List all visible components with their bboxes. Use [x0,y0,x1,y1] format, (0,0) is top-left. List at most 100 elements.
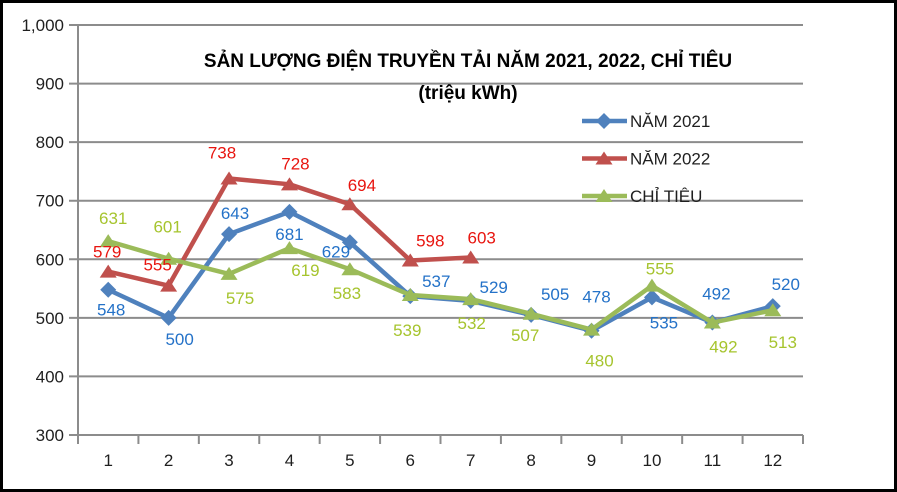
x-axis-category-label: 5 [345,451,354,470]
data-label: 535 [650,313,678,332]
data-label: 532 [458,314,486,333]
triangle-marker-icon [160,278,178,292]
triangle-marker-icon [643,278,661,292]
triangle-marker-icon [401,253,419,267]
data-label: 579 [93,243,121,262]
data-label: 643 [221,204,249,223]
triangle-marker-icon [280,241,298,255]
y-axis-tick-label: 400 [36,367,64,386]
diamond-marker-icon [160,309,177,326]
triangle-marker-icon [341,197,359,211]
data-label: 500 [165,330,193,349]
legend-item-nam-2022: NĂM 2022 [582,150,710,169]
triangle-marker-icon [583,322,601,336]
x-axis-category-label: 12 [763,451,782,470]
triangle-marker-icon [280,177,298,191]
data-label: 555 [143,256,171,275]
triangle-marker-icon [99,264,117,278]
data-label: 631 [99,209,127,228]
x-axis-category-label: 9 [587,451,596,470]
legend-diamond-icon [596,113,612,129]
data-label: 603 [468,229,496,248]
triangle-marker-icon [341,262,359,276]
x-axis-category-label: 4 [285,451,294,470]
data-label: 478 [582,288,610,307]
triangle-marker-icon [703,315,721,329]
legend-triangle-icon [595,189,613,202]
data-label: 505 [541,285,569,304]
y-axis-tick-label: 700 [36,192,64,211]
x-axis-category-label: 10 [642,451,661,470]
y-axis-tick-label: 1,000 [21,16,64,35]
data-label: 537 [422,272,450,291]
chart-subtitle: (triệu kWh) [418,83,517,104]
data-label: 694 [348,176,376,195]
data-label: 738 [208,143,236,162]
data-label: 492 [709,338,737,357]
chart-title: SẢN LƯỢNG ĐIỆN TRUYỀN TẢI NĂM 2021, 2022… [204,50,732,72]
diamond-marker-icon [341,234,358,251]
series-labels-nam-2021: 548 500 643 681 629 537 529 505 478 535 492 520 [97,204,800,349]
legend-triangle-icon [595,151,613,165]
x-axis-category-label: 11 [704,451,722,470]
data-label: 601 [153,218,181,237]
series-labels-nam-2022: 579 555 738 728 694 598 603 [93,143,496,274]
triangle-marker-icon [522,306,540,320]
data-label: 513 [769,333,797,352]
data-label: 555 [646,260,674,279]
legend-item-nam-2021: NĂM 2021 [582,112,710,131]
legend-item-chi-tieu: CHỈ TIÊU [582,187,702,206]
y-axis-tick-label: 800 [36,133,64,152]
x-axis-category-label: 1 [103,451,112,470]
series-labels-chi-tieu: 631 601 575 619 583 539 532 507 480 555 492 513 [99,209,797,370]
data-series [99,171,782,339]
diamond-marker-icon [281,203,298,220]
data-label: 619 [291,261,319,280]
y-axis-tick-label: 600 [36,250,64,269]
triangle-marker-icon [462,292,480,306]
data-label: 539 [393,321,421,340]
diamond-marker-icon [643,289,660,306]
data-label: 583 [333,284,361,303]
gridlines [69,24,803,436]
x-axis-category-label: 7 [466,451,475,470]
data-label: 575 [226,289,254,308]
triangle-marker-icon [462,250,480,264]
x-axis-category-label: 6 [406,451,415,470]
diamond-marker-icon [100,281,117,298]
legend-label: CHỈ TIÊU [630,187,702,206]
data-label: 492 [702,285,730,304]
y-axis-tick-label: 500 [36,309,64,328]
data-label: 507 [511,326,539,345]
legend-label: NĂM 2022 [630,150,710,169]
series-line [105,238,776,332]
triangle-marker-icon [220,171,238,185]
series-nam-2022 [99,171,480,292]
data-label: 520 [772,275,800,294]
x-axis-category-label: 8 [526,451,535,470]
legend: NĂM 2021 NĂM 2022 CHỈ TIÊU [582,112,710,206]
y-axis-tick-label: 900 [36,75,64,94]
y-axis-tick-label: 300 [36,426,64,445]
triangle-marker-icon [160,251,178,265]
triangle-marker-icon [220,266,238,280]
data-label: 529 [480,278,508,297]
data-label: 728 [281,154,309,173]
diamond-marker-icon [221,226,238,243]
data-label: 681 [275,225,303,244]
x-axis-category-label: 3 [224,451,233,470]
data-label: 548 [97,301,125,320]
x-axis-category-label: 2 [164,451,173,470]
triangle-marker-icon [401,288,419,302]
series-chi-tieu [99,234,782,336]
data-label: 598 [416,231,444,250]
data-label: 480 [585,352,613,371]
legend-label: NĂM 2021 [630,112,710,131]
triangle-marker-icon [99,234,117,248]
data-label: 629 [322,242,350,261]
